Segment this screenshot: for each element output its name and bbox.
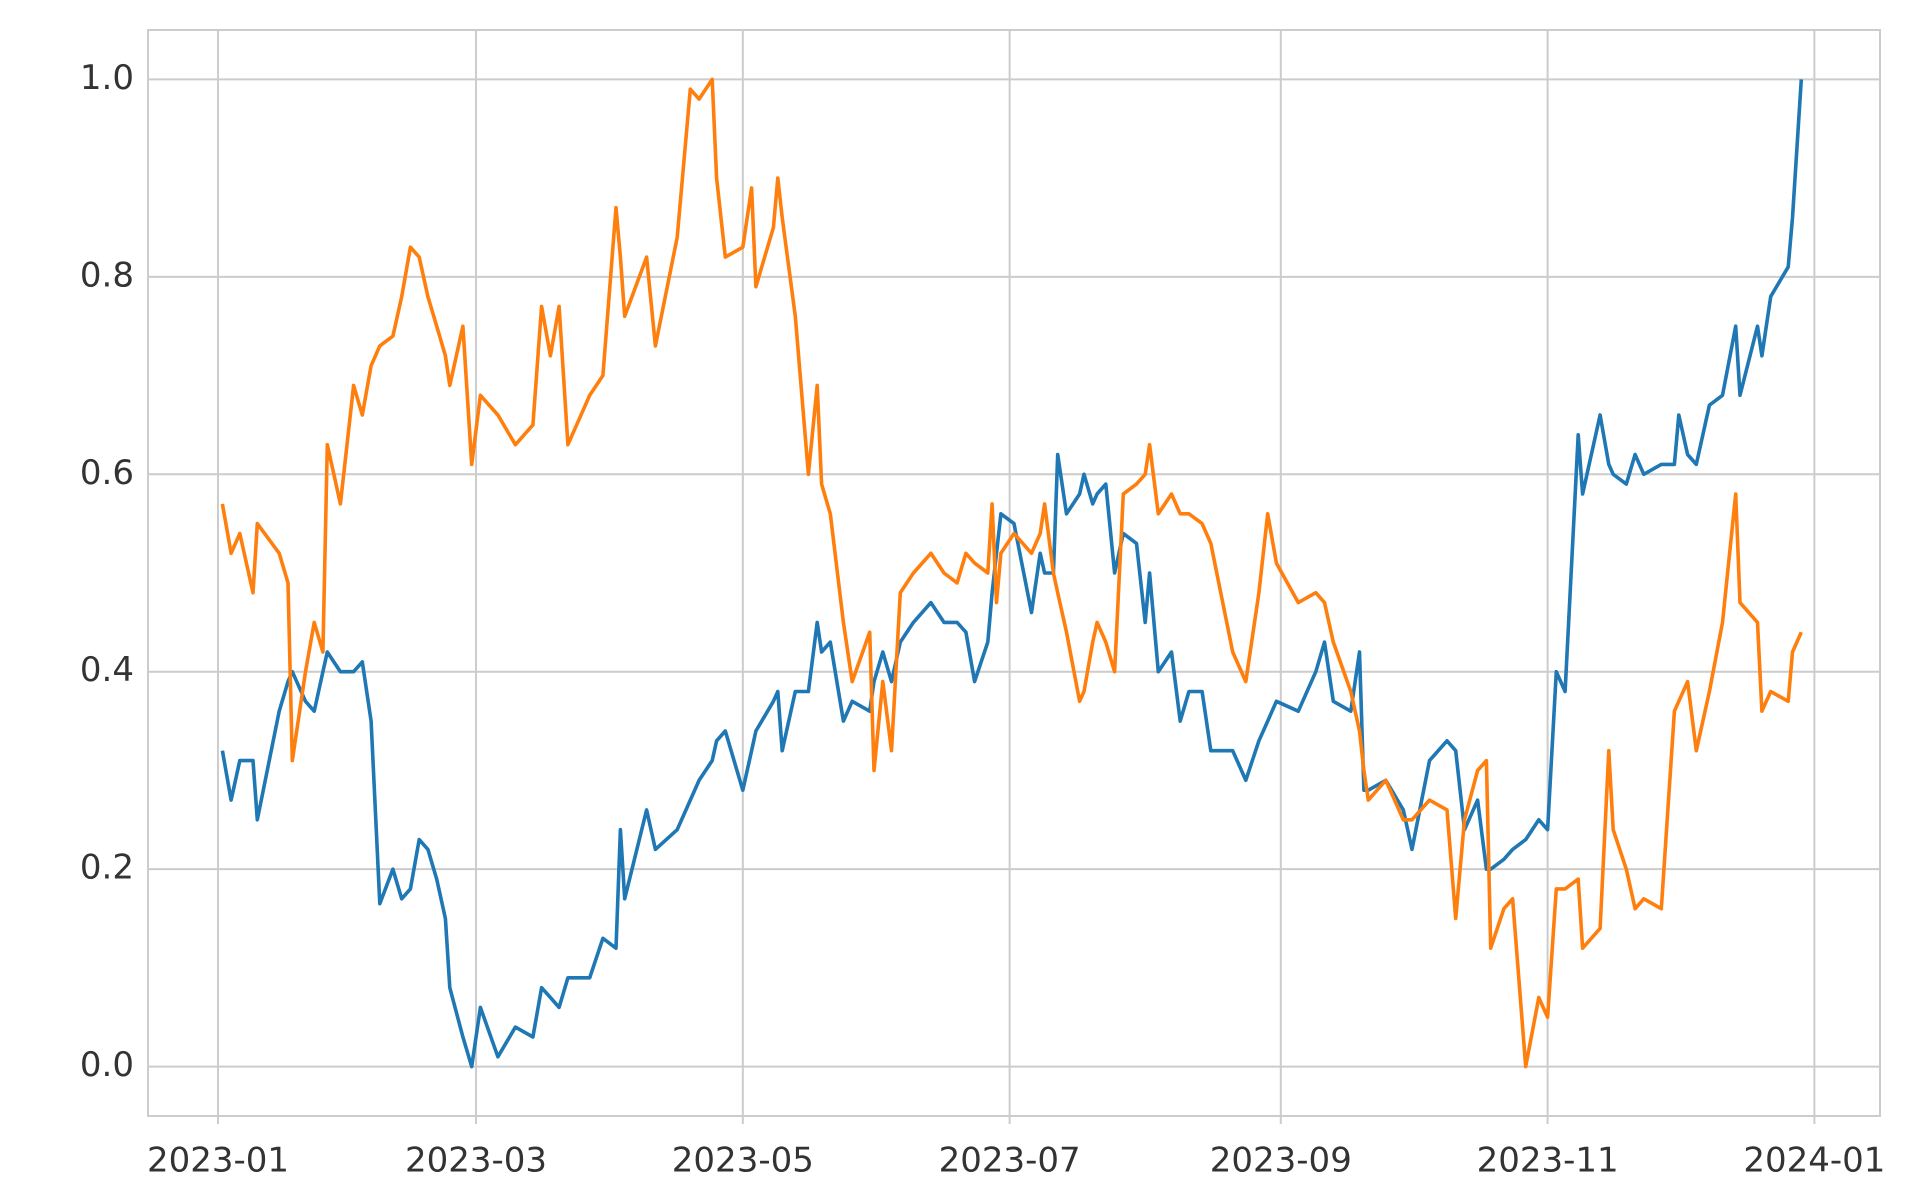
- y-tick-label: 0.4: [80, 650, 134, 690]
- y-tick-label: 0.8: [80, 255, 134, 295]
- x-tick-label: 2023-11: [1477, 1141, 1619, 1181]
- y-tick-label: 0.0: [80, 1045, 134, 1085]
- x-tick-label: 2024-01: [1743, 1141, 1885, 1181]
- y-tick-label: 0.2: [80, 848, 134, 888]
- line-series: [220, 79, 1804, 1069]
- x-tick-label: 2023-07: [939, 1141, 1081, 1181]
- x-tick-label: 2023-09: [1210, 1141, 1352, 1181]
- plot-frame: [147, 29, 1881, 1117]
- y-tick-label: 1.0: [80, 58, 134, 98]
- y-tick-label: 0.6: [80, 453, 134, 493]
- x-tick-label: 2023-01: [147, 1141, 289, 1181]
- line-series: [220, 77, 1803, 1069]
- x-tick-label: 2023-03: [405, 1141, 547, 1181]
- x-tick-label: 2023-05: [672, 1141, 814, 1181]
